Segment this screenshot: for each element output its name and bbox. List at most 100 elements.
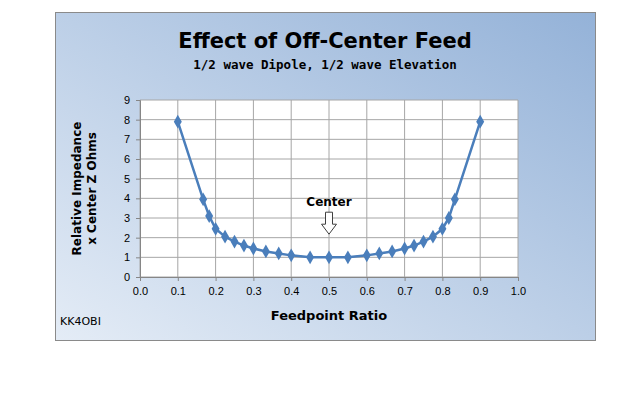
y-axis: 0 1 2 3 4 5 6 7 8 9	[124, 94, 141, 283]
y-tick-label: 3	[124, 212, 130, 224]
x-tick-label: 0.7	[397, 285, 412, 297]
x-tick: 0.7	[397, 277, 412, 297]
marker	[199, 192, 207, 206]
x-tick-label: 1.0	[511, 285, 526, 297]
y-axis-title-line: x Center Z Ohms	[85, 132, 99, 245]
credit: KK4OBI	[60, 315, 101, 328]
marker	[476, 115, 484, 129]
chart: 0.0 0.1 0.2 0.3 0.4 0.5 0.6 0.7 0.8 0.9 1.0 0 1 2 3 4 5 6…	[0, 0, 640, 407]
y-axis-title-line: Relative Impedance	[70, 122, 84, 256]
x-tick-label: 0.4	[284, 285, 299, 297]
y-tick-label: 7	[124, 133, 130, 145]
grid-line-x	[518, 100, 519, 277]
x-tick: 0.1	[171, 277, 186, 297]
marker	[401, 242, 409, 256]
y-tick-mark	[136, 218, 140, 219]
marker	[410, 239, 418, 253]
x-tick-label: 0.1	[171, 285, 186, 297]
x-tick-mark	[442, 277, 443, 281]
y-tick-mark	[136, 257, 140, 258]
x-tick: 0.6	[360, 277, 375, 297]
y-tick-label: 0	[124, 271, 130, 283]
y-tick-mark	[136, 120, 140, 121]
y-tick-mark	[136, 139, 140, 140]
y-tick-mark	[136, 277, 140, 278]
chart-background	[56, 13, 596, 341]
y-tick: 3	[124, 212, 140, 224]
x-tick-label: 0.3	[246, 285, 261, 297]
x-tick-mark	[367, 277, 368, 281]
grid	[140, 100, 518, 277]
x-tick-label: 0.9	[473, 285, 488, 297]
plot-background	[140, 100, 518, 277]
x-tick: 0.4	[284, 277, 299, 297]
y-tick-mark	[136, 100, 140, 101]
marker	[240, 239, 248, 253]
x-tick-label: 0.5	[322, 285, 337, 297]
y-tick-label: 9	[124, 94, 130, 106]
x-tick-label: 0.2	[208, 285, 223, 297]
y-tick: 6	[124, 153, 140, 165]
y-tick-label: 4	[124, 192, 130, 204]
grid-line-x	[442, 100, 443, 277]
line	[178, 122, 480, 258]
x-tick: 0.3	[246, 277, 261, 297]
x-tick-mark	[329, 277, 330, 281]
y-tick-mark	[136, 159, 140, 160]
marker	[344, 250, 352, 264]
x-tick-mark	[178, 277, 179, 281]
x-tick-label: 0.8	[435, 285, 450, 297]
marker	[231, 235, 239, 249]
y-tick-label: 5	[124, 173, 130, 185]
marker	[306, 250, 314, 264]
y-tick: 7	[124, 133, 140, 145]
x-tick: 0.9	[473, 277, 488, 297]
grid-line-x	[215, 100, 216, 277]
y-tick: 0	[124, 271, 140, 283]
marker	[249, 242, 257, 256]
annotation: Center	[306, 195, 351, 209]
x-tick-mark	[216, 277, 217, 281]
y-tick-label: 8	[124, 114, 130, 126]
x-tick: 0.2	[208, 277, 223, 297]
x-tick: 0.0	[133, 277, 148, 297]
x-axis-line	[141, 278, 519, 282]
x-axis: 0.0 0.1 0.2 0.3 0.4 0.5 0.6 0.7 0.8 0.9 1.0	[133, 277, 526, 297]
y-tick-label: 1	[124, 251, 130, 263]
y-tick: 1	[124, 251, 140, 263]
y-tick-label: 2	[124, 232, 130, 244]
y-tick-mark	[136, 198, 140, 199]
marker	[212, 222, 220, 236]
x-axis-title: Feedpoint Ratio	[271, 308, 387, 323]
y-axis-line	[136, 101, 141, 278]
y-tick-label: 6	[124, 153, 130, 165]
x-tick: 0.5	[322, 277, 337, 297]
marker	[388, 245, 396, 259]
marker	[205, 209, 213, 223]
marker	[420, 235, 428, 249]
marker	[451, 192, 459, 206]
x-tick-label: 0.0	[133, 285, 148, 297]
marker	[363, 248, 371, 262]
marker	[438, 222, 446, 236]
x-tick-mark	[480, 277, 481, 281]
marker	[221, 230, 229, 244]
x-tick: 1.0	[511, 277, 526, 297]
y-tick: 5	[124, 173, 140, 185]
marker	[325, 250, 333, 264]
y-tick-mark	[136, 238, 140, 239]
x-tick-mark	[291, 277, 292, 281]
y-tick: 2	[124, 232, 140, 244]
x-tick: 0.8	[435, 277, 450, 297]
y-axis-title: Relative Impedancex Center Z Ohms	[70, 122, 99, 256]
y-tick: 4	[124, 192, 140, 204]
marker	[174, 115, 182, 129]
marker	[287, 248, 295, 262]
annotation-arrow	[322, 212, 337, 234]
marker	[429, 230, 437, 244]
y-tick-mark	[136, 179, 140, 180]
title: Effect of Off-Center Feed	[178, 29, 471, 53]
plot-data	[174, 115, 484, 265]
y-tick: 8	[124, 114, 140, 126]
x-tick-mark	[405, 277, 406, 281]
